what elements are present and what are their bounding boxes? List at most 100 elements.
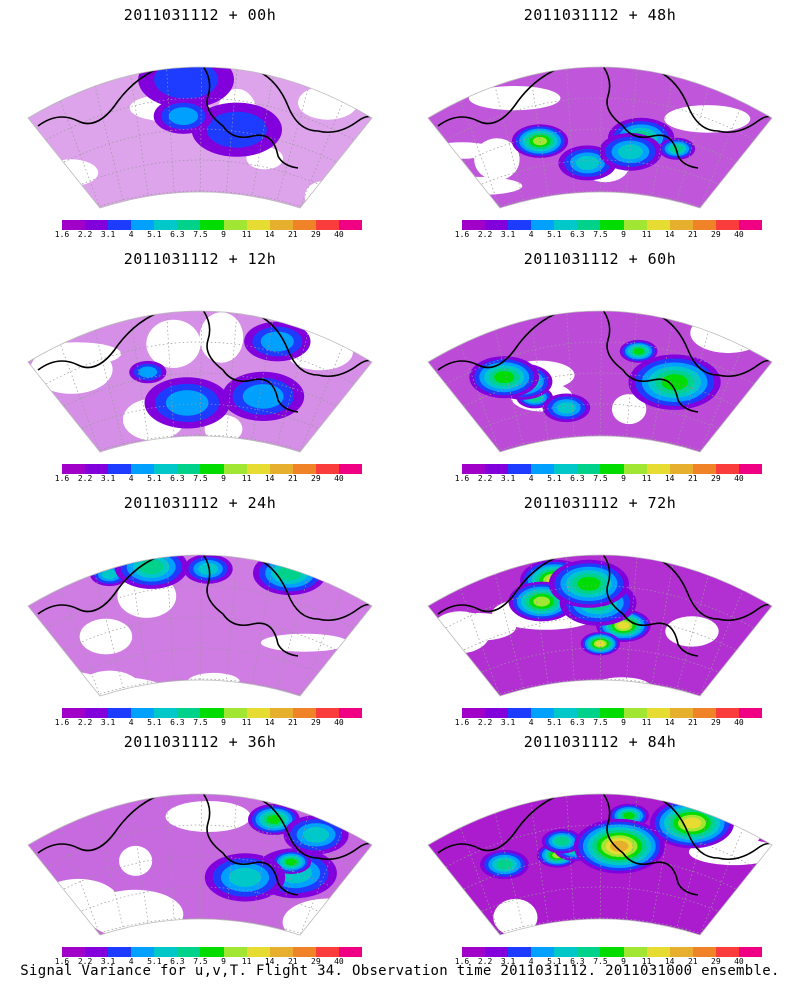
longitude-line (299, 93, 347, 208)
colorbar-swatch (485, 947, 509, 957)
colorbar-swatch (223, 220, 247, 230)
colorbar-swatch (508, 220, 532, 230)
colorbar-label: 40 (334, 474, 344, 483)
colorbar-swatch (485, 708, 509, 718)
colorbar-label: 1.6 (454, 474, 470, 483)
colorbar-label: 14 (664, 230, 675, 239)
colorbar-swatch (62, 947, 86, 957)
low-variance-area (260, 633, 349, 652)
low-variance-area (298, 85, 358, 120)
latitude-line (45, 341, 355, 385)
low-variance-area (44, 159, 99, 187)
colorbar-label: 21 (287, 230, 298, 239)
colorbar-label: 11 (241, 474, 252, 483)
longitude-line (674, 325, 711, 452)
low-variance-area (79, 618, 133, 655)
longitude-line (649, 796, 675, 935)
colorbar-label: 7.5 (193, 718, 208, 727)
colorbar-label: 29 (711, 718, 721, 727)
colorbar-label: 21 (287, 957, 298, 966)
colorbar-swatch (62, 708, 86, 718)
colorbar-label: 5.1 (147, 230, 162, 239)
longitude-line (457, 581, 501, 696)
colorbar-swatch (85, 464, 109, 474)
colorbar-swatch (531, 947, 555, 957)
variance-contour (277, 565, 302, 581)
colorbar-label: 29 (311, 474, 321, 483)
longitude-line (93, 808, 126, 935)
colorbar-swatch (108, 947, 132, 957)
coastline (437, 555, 772, 630)
colorbar-label: 6.3 (570, 230, 585, 239)
colorbar-label: 9 (221, 474, 226, 483)
colorbar-swatch (338, 708, 363, 718)
colorbar-swatch (646, 220, 670, 230)
colorbar-swatch (269, 220, 293, 230)
low-variance-area (119, 845, 153, 876)
colorbar-swatch (269, 947, 293, 957)
colorbar-swatch (108, 464, 132, 474)
colorbar-label: 29 (711, 474, 721, 483)
longitude-line (529, 313, 551, 452)
low-variance-area (165, 801, 251, 832)
colorbar-label: 29 (311, 957, 321, 966)
colorbar-label: 40 (734, 230, 744, 239)
variance-contour (303, 827, 330, 843)
latitude-line (445, 585, 755, 629)
colorbar-swatch (223, 947, 247, 957)
colorbar: 1.6 2.2 3.1 4 5.1 6.3 7.5 9 11 14 21 29 40 (455, 220, 763, 242)
colorbar-swatch (200, 464, 224, 474)
colorbar-swatch (62, 220, 86, 230)
longitude-line (457, 820, 501, 935)
colorbar-label: 7.5 (593, 718, 608, 727)
colorbar-swatch (646, 708, 670, 718)
colorbar-label: 1.6 (454, 957, 470, 966)
longitude-line (274, 325, 311, 452)
colorbar-swatch (131, 947, 155, 957)
longitude-line (299, 337, 347, 452)
colorbar-swatch (462, 947, 486, 957)
colorbar-label: 3.1 (500, 230, 516, 239)
longitude-line (529, 796, 551, 935)
colorbar-swatch (508, 708, 532, 718)
latitude-line (45, 824, 355, 868)
colorbar-swatch (738, 708, 763, 718)
low-variance-area (199, 312, 244, 363)
colorbar-swatch (246, 947, 270, 957)
low-variance-area (428, 142, 496, 159)
map-boundary (27, 554, 373, 697)
colorbar-label: 29 (711, 230, 721, 239)
colorbar-label: 1.6 (54, 957, 70, 966)
latitude-line (63, 616, 337, 651)
colorbar-swatch (577, 708, 601, 718)
colorbar-label: 2.2 (77, 230, 93, 239)
variance-contour (682, 817, 702, 829)
map-boundary (27, 310, 373, 453)
colorbar-swatch (131, 464, 155, 474)
longitude-line (599, 794, 603, 935)
colorbar-swatch (223, 464, 247, 474)
colorbar: 1.6 2.2 3.1 4 5.1 6.3 7.5 9 11 14 21 29 40 (455, 947, 763, 969)
variance-contour (138, 366, 158, 378)
longitude-line (249, 557, 275, 696)
colorbar-label: 9 (221, 957, 226, 966)
colorbar-label: 14 (664, 474, 675, 483)
longitude-line (165, 555, 176, 696)
longitude-line (249, 69, 275, 208)
colorbar-swatch (692, 464, 716, 474)
colorbar-swatch (131, 708, 155, 718)
longitude-line (565, 67, 576, 208)
colorbar-label: 5.1 (147, 957, 162, 966)
longitude-line (249, 796, 275, 935)
colorbar-swatch (315, 464, 339, 474)
colorbar-swatch (738, 464, 763, 474)
colorbar-swatch (200, 220, 224, 230)
colorbar-label: 2.2 (477, 718, 493, 727)
latitude-line (63, 855, 337, 890)
colorbar-swatch (669, 947, 693, 957)
colorbar-label: 6.3 (570, 474, 585, 483)
colorbar-label: 1.6 (54, 230, 70, 239)
colorbar-swatch (692, 708, 716, 718)
colorbar-swatch (554, 464, 578, 474)
longitude-line (57, 581, 101, 696)
